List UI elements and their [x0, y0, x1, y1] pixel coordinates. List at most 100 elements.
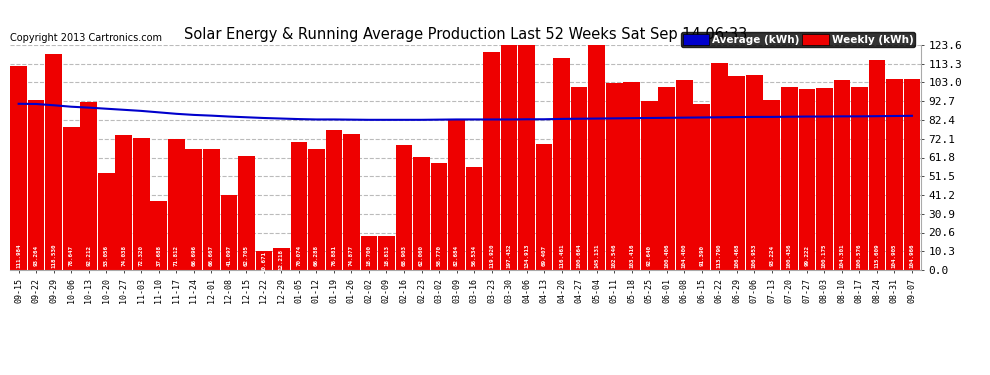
Bar: [658, 87, 675, 270]
Text: 70.074: 70.074: [296, 245, 301, 266]
Bar: [396, 145, 412, 270]
Bar: [781, 87, 798, 270]
Bar: [834, 80, 850, 270]
Bar: [763, 100, 780, 270]
Text: 104.966: 104.966: [910, 243, 915, 268]
Bar: [746, 75, 762, 270]
Text: 37.688: 37.688: [156, 245, 161, 266]
Text: 66.696: 66.696: [191, 245, 196, 266]
Bar: [483, 52, 500, 270]
Bar: [868, 60, 885, 270]
Text: 92.640: 92.640: [646, 245, 651, 266]
Text: 119.920: 119.920: [489, 243, 494, 268]
Bar: [308, 149, 325, 270]
Bar: [501, 0, 518, 270]
Text: 66.667: 66.667: [209, 245, 214, 266]
Bar: [344, 134, 359, 270]
Bar: [729, 76, 745, 270]
Text: 72.320: 72.320: [139, 245, 144, 266]
Bar: [553, 58, 570, 270]
Text: 91.390: 91.390: [699, 245, 704, 266]
Bar: [676, 80, 693, 270]
Bar: [116, 135, 132, 270]
Text: 12.218: 12.218: [279, 249, 284, 270]
Bar: [519, 24, 535, 270]
Bar: [80, 102, 97, 270]
Text: 69.407: 69.407: [542, 245, 546, 266]
Bar: [571, 87, 587, 270]
Text: 103.416: 103.416: [630, 243, 635, 268]
Bar: [255, 251, 272, 270]
Text: 100.436: 100.436: [787, 243, 792, 268]
Bar: [63, 127, 79, 270]
Text: 104.905: 104.905: [892, 243, 897, 268]
Text: 100.576: 100.576: [857, 243, 862, 268]
Text: 113.790: 113.790: [717, 243, 722, 268]
Text: 93.264: 93.264: [34, 245, 39, 266]
Text: 145.131: 145.131: [594, 243, 599, 268]
Bar: [693, 104, 710, 270]
Bar: [378, 236, 395, 270]
Text: 92.212: 92.212: [86, 245, 91, 266]
Legend: Average (kWh), Weekly (kWh): Average (kWh), Weekly (kWh): [681, 32, 916, 47]
Text: 106.468: 106.468: [735, 243, 740, 268]
Text: 102.546: 102.546: [612, 243, 617, 268]
Bar: [360, 236, 377, 270]
Text: 18.700: 18.700: [366, 245, 371, 266]
Text: 10.671: 10.671: [261, 251, 266, 272]
Text: 111.984: 111.984: [16, 243, 21, 268]
Text: 62.060: 62.060: [419, 245, 424, 266]
Bar: [413, 157, 430, 270]
Text: 99.222: 99.222: [804, 245, 810, 266]
Bar: [273, 248, 290, 270]
Bar: [431, 163, 447, 270]
Bar: [816, 88, 833, 270]
Bar: [465, 167, 482, 270]
Bar: [46, 54, 62, 270]
Text: 41.097: 41.097: [227, 245, 232, 266]
Bar: [133, 138, 149, 270]
Text: 100.175: 100.175: [822, 243, 827, 268]
Bar: [291, 142, 307, 270]
Bar: [641, 101, 657, 270]
Bar: [711, 63, 728, 270]
Bar: [150, 201, 167, 270]
Bar: [185, 148, 202, 270]
Text: 74.877: 74.877: [348, 245, 354, 266]
Bar: [851, 87, 867, 270]
Title: Solar Energy & Running Average Production Last 52 Weeks Sat Sep 14 06:33: Solar Energy & Running Average Productio…: [184, 27, 746, 42]
Bar: [606, 83, 623, 270]
Bar: [10, 66, 27, 270]
Text: 76.881: 76.881: [332, 245, 337, 266]
Text: 115.609: 115.609: [874, 243, 879, 268]
Text: 104.301: 104.301: [840, 243, 844, 268]
Bar: [904, 79, 921, 270]
Text: 104.400: 104.400: [682, 243, 687, 268]
Bar: [326, 130, 343, 270]
Text: 58.770: 58.770: [437, 245, 442, 266]
Text: 82.684: 82.684: [454, 245, 459, 266]
Text: 56.534: 56.534: [471, 245, 476, 266]
Bar: [28, 100, 45, 270]
Bar: [238, 156, 254, 270]
Text: 100.406: 100.406: [664, 243, 669, 268]
Bar: [536, 144, 552, 270]
Text: 118.530: 118.530: [51, 243, 56, 268]
Text: 134.913: 134.913: [524, 243, 529, 268]
Text: 197.432: 197.432: [507, 243, 512, 268]
Text: 18.813: 18.813: [384, 245, 389, 266]
Bar: [799, 89, 815, 270]
Text: 93.224: 93.224: [769, 245, 774, 266]
Bar: [624, 82, 640, 270]
Text: 106.953: 106.953: [751, 243, 756, 268]
Text: Copyright 2013 Cartronics.com: Copyright 2013 Cartronics.com: [10, 33, 162, 43]
Text: 62.705: 62.705: [244, 245, 248, 266]
Bar: [203, 148, 220, 270]
Bar: [886, 79, 903, 270]
Bar: [588, 6, 605, 270]
Text: 100.664: 100.664: [576, 243, 582, 268]
Bar: [448, 120, 465, 270]
Bar: [221, 195, 238, 270]
Text: 78.647: 78.647: [68, 245, 73, 266]
Text: 116.461: 116.461: [559, 243, 564, 268]
